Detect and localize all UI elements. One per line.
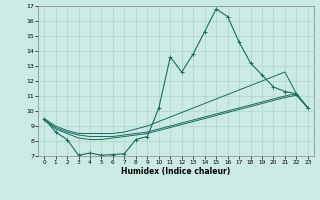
X-axis label: Humidex (Indice chaleur): Humidex (Indice chaleur) — [121, 167, 231, 176]
